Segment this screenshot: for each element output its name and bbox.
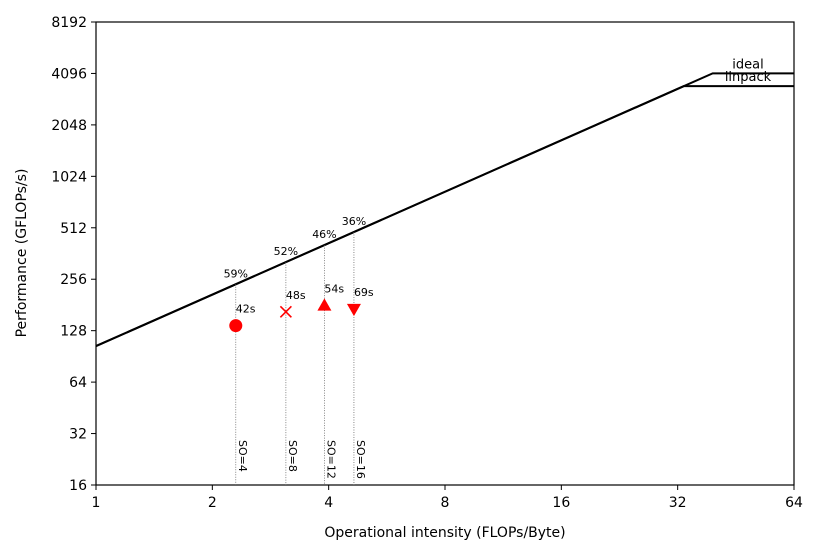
roofline-ideal bbox=[95, 72, 794, 347]
roof-percent-label: 52% bbox=[274, 245, 298, 258]
time-label: 69s bbox=[354, 286, 374, 299]
y-tick-label: 128 bbox=[60, 324, 87, 340]
x-tick-label: 8 bbox=[441, 495, 450, 511]
y-tick-label: 256 bbox=[60, 272, 87, 288]
roof-percent-label: 46% bbox=[312, 228, 336, 241]
x-axis-label: Operational intensity (FLOPs/Byte) bbox=[324, 525, 565, 541]
y-axis-ticks: 16 32 64 128 256 512 1024 2048 4096 8192 bbox=[51, 15, 96, 494]
series-label: SO=16 bbox=[354, 440, 367, 479]
series-label: SO=8 bbox=[286, 440, 299, 472]
marker-x bbox=[279, 305, 292, 318]
guide-lines bbox=[235, 232, 355, 485]
marker-triangle-down bbox=[346, 303, 361, 317]
time-label: 42s bbox=[236, 303, 256, 316]
x-tick-label: 16 bbox=[552, 495, 570, 511]
x-tick-label: 2 bbox=[208, 495, 217, 511]
x-tick-label: 32 bbox=[669, 495, 687, 511]
marker-circle bbox=[229, 319, 243, 333]
roof-percent-label: 59% bbox=[224, 267, 248, 280]
time-label: 48s bbox=[286, 289, 306, 302]
y-tick-label: 32 bbox=[69, 427, 87, 443]
plot-area bbox=[95, 21, 795, 486]
time-label: 54s bbox=[324, 282, 344, 295]
x-axis-ticks: 1 2 4 8 16 32 64 bbox=[92, 485, 803, 511]
y-tick-label: 2048 bbox=[51, 118, 87, 134]
x-tick-label: 1 bbox=[92, 495, 101, 511]
data-points bbox=[229, 298, 361, 333]
point-labels: 42s 59% SO=4 48s 52% SO=8 54s 46% SO=12 69s 36% SO=… bbox=[224, 215, 374, 479]
roofline-linpack bbox=[95, 85, 794, 347]
y-tick-label: 64 bbox=[69, 375, 87, 391]
y-tick-label: 512 bbox=[60, 221, 87, 237]
y-tick-label: 1024 bbox=[51, 169, 87, 185]
series-label: SO=4 bbox=[236, 440, 249, 472]
y-tick-label: 8192 bbox=[51, 15, 87, 31]
y-tick-label: 4096 bbox=[51, 66, 87, 82]
x-tick-label: 4 bbox=[324, 495, 333, 511]
roof-percent-label: 36% bbox=[342, 215, 366, 228]
roofline-label-linpack: linpack bbox=[725, 70, 772, 85]
roofline-label-ideal: ideal bbox=[732, 57, 763, 72]
marker-triangle-up bbox=[317, 298, 332, 311]
series-label: SO=12 bbox=[324, 440, 337, 479]
y-tick-label: 16 bbox=[69, 478, 87, 494]
x-tick-label: 64 bbox=[785, 495, 803, 511]
y-axis-label: Performance (GFLOPs/s) bbox=[14, 169, 30, 338]
